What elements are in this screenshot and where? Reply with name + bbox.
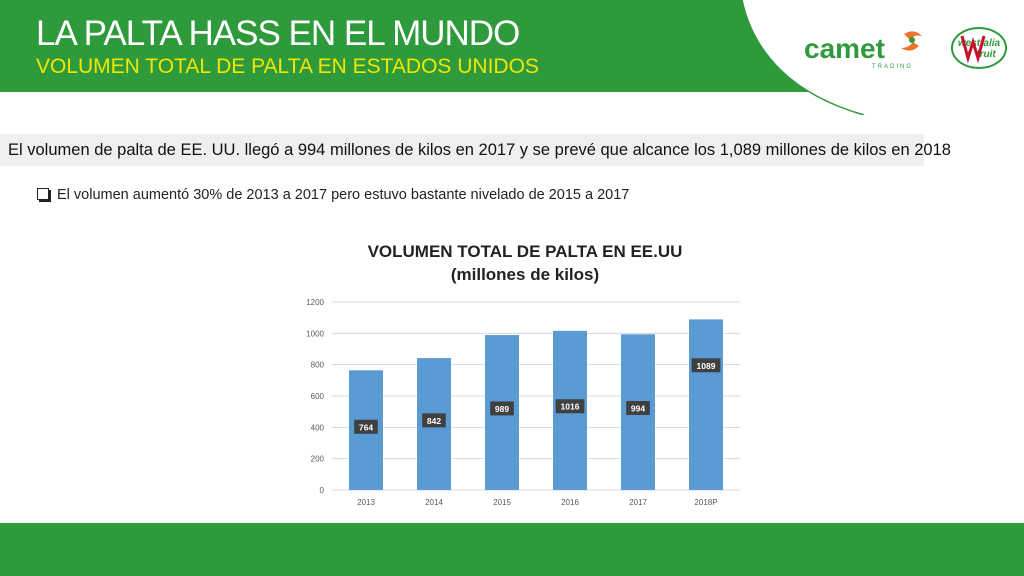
data-label: 842 xyxy=(427,416,441,426)
bar xyxy=(689,319,723,490)
x-tick-label: 2013 xyxy=(357,498,375,507)
y-tick-label: 200 xyxy=(311,455,325,464)
westfalia-logo-text: westfalia xyxy=(958,38,1001,49)
data-label: 1089 xyxy=(697,361,716,371)
y-tick-label: 1000 xyxy=(306,329,324,338)
x-tick-label: 2014 xyxy=(425,498,443,507)
chart-title: VOLUMEN TOTAL DE PALTA EN EE.UU xyxy=(367,242,683,261)
bullet-item: El volumen aumentó 30% de 2013 a 2017 pe… xyxy=(37,185,629,205)
bullet-text: El volumen aumentó 30% de 2013 a 2017 pe… xyxy=(57,187,630,203)
westfalia-logo-subtext: fruit xyxy=(976,49,996,60)
data-label: 764 xyxy=(359,422,373,432)
page-title: LA PALTA HASS EN EL MUNDO xyxy=(36,14,520,53)
camet-logo-tagline: TRADING xyxy=(872,64,913,70)
x-tick-label: 2015 xyxy=(493,498,511,507)
y-tick-label: 1200 xyxy=(306,298,324,307)
data-label: 989 xyxy=(495,404,509,414)
page-subtitle: VOLUMEN TOTAL DE PALTA EN ESTADOS UNIDOS xyxy=(36,55,539,78)
chart-title-block: VOLUMEN TOTAL DE PALTA EN EE.UU (millone… xyxy=(300,240,750,286)
x-tick-label: 2016 xyxy=(561,498,579,507)
data-label-background xyxy=(354,419,378,434)
camet-logo-text: camet xyxy=(804,33,885,64)
data-label-background xyxy=(422,413,446,428)
westfalia-fruit-logo: westfalia fruit xyxy=(951,27,1007,69)
x-tick-label: 2017 xyxy=(629,498,647,507)
y-tick-label: 800 xyxy=(311,361,325,370)
checkbox-bullet-icon xyxy=(37,188,49,200)
data-label-background xyxy=(490,401,514,416)
y-tick-label: 0 xyxy=(320,486,325,495)
data-label-background xyxy=(626,401,650,416)
footer-bar xyxy=(0,523,1024,576)
data-label: 1016 xyxy=(561,402,580,412)
logo-panel-background xyxy=(742,0,1024,115)
chart-subtitle: (millones de kilos) xyxy=(450,265,600,284)
camet-swirl-icon xyxy=(901,31,922,51)
y-tick-label: 400 xyxy=(311,423,325,432)
data-label: 994 xyxy=(631,404,645,414)
y-tick-label: 600 xyxy=(311,392,325,401)
logo-panel: camet TRADING westfalia fruit xyxy=(741,0,1024,115)
x-tick-label: 2018P xyxy=(694,498,717,507)
bar-chart: 0 200 400 600 800 1000 1200 2013 764 2014 842 2015 9… xyxy=(306,298,740,507)
data-label-background xyxy=(555,399,585,414)
key-statement: El volumen de palta de EE. UU. llegó a 9… xyxy=(0,134,951,166)
data-label-background xyxy=(691,358,721,373)
